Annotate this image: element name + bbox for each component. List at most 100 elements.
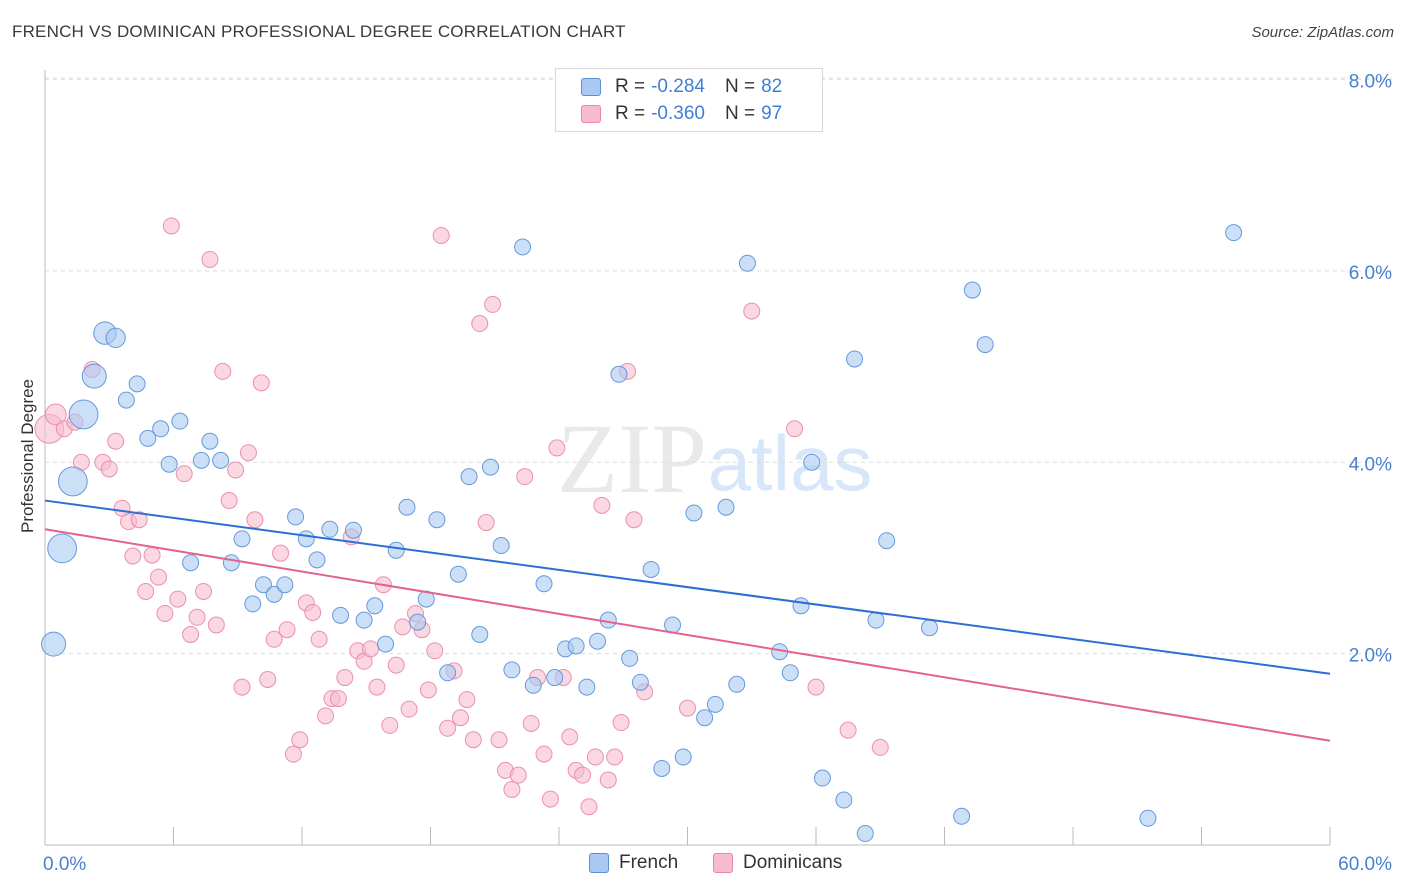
- dominican-point: [107, 432, 125, 450]
- dominican-point: [593, 496, 611, 514]
- legend-swatch-french: [589, 853, 609, 873]
- dominican-point: [124, 547, 142, 565]
- french-point: [696, 709, 714, 727]
- french-point: [674, 748, 692, 766]
- dominican-point: [535, 745, 553, 763]
- french-point: [867, 611, 885, 629]
- french-point: [921, 619, 939, 637]
- watermark-zip: ZIP: [557, 403, 707, 514]
- french-point: [846, 350, 864, 368]
- french-point: [621, 649, 639, 667]
- dominican-point: [522, 714, 540, 732]
- dominican-point: [278, 621, 296, 639]
- legend-row-french: R = -0.284 N = 82: [556, 74, 782, 100]
- french-point: [41, 631, 67, 657]
- dominican-point: [426, 642, 444, 660]
- french-point: [642, 560, 660, 578]
- french-point: [409, 613, 427, 631]
- french-point: [835, 791, 853, 809]
- french-point: [398, 498, 416, 516]
- dominican-point: [679, 699, 696, 717]
- dominican-point: [137, 582, 155, 600]
- source-label: Source: ZipAtlas.com: [1251, 24, 1394, 41]
- y-tick-label: 4.0%: [1349, 454, 1392, 475]
- dominican-point: [310, 630, 328, 648]
- french-point: [524, 676, 542, 694]
- dominican-point: [516, 468, 534, 486]
- french-point: [182, 554, 200, 572]
- dominican-point: [156, 604, 174, 622]
- dominican-point: [625, 511, 643, 529]
- dominican-point: [304, 604, 322, 621]
- dominican-point: [329, 690, 347, 708]
- french-point: [152, 420, 170, 438]
- french-point: [781, 664, 799, 682]
- dominican-point: [484, 295, 502, 313]
- dominican-point: [439, 719, 457, 737]
- french-point: [105, 327, 126, 349]
- french-point: [160, 455, 178, 473]
- dominican-point: [252, 374, 270, 392]
- dominican-point: [387, 656, 405, 674]
- legend-row-dominicans: R = -0.360 N = 97: [556, 101, 782, 127]
- dominican-point: [541, 790, 559, 808]
- dominican-point: [606, 748, 624, 766]
- series-legend-label: Dominicans: [743, 852, 843, 873]
- dominican-point: [471, 315, 489, 333]
- french-point: [192, 451, 210, 469]
- dominican-point: [580, 798, 598, 816]
- dominican-point: [175, 465, 193, 483]
- dominican-point: [839, 721, 857, 739]
- dominican-point: [743, 302, 761, 320]
- dominican-point: [194, 582, 212, 600]
- y-tick-label: 2.0%: [1349, 646, 1392, 667]
- french-point: [610, 365, 628, 383]
- french-point: [201, 432, 219, 450]
- french-point: [514, 238, 532, 256]
- french-point: [813, 769, 831, 787]
- french-point: [685, 504, 703, 522]
- legend-swatch-dominicans: [581, 105, 601, 123]
- dominican-point: [182, 626, 200, 644]
- dominican-point: [259, 670, 277, 688]
- french-point: [47, 533, 78, 564]
- dominican-point: [548, 439, 566, 457]
- x-tick-label: 60.0%: [1338, 854, 1392, 875]
- dominican-point: [291, 731, 309, 749]
- french-point: [546, 669, 564, 687]
- dominican-point: [239, 444, 257, 462]
- french-point: [308, 551, 326, 569]
- legend-swatch-french: [581, 78, 601, 96]
- series-legend-french[interactable]: French: [589, 852, 678, 874]
- french-trend-line: [44, 499, 1331, 675]
- french-point: [503, 661, 521, 679]
- french-point: [738, 254, 756, 272]
- dominican-point: [169, 590, 187, 608]
- french-point: [81, 363, 107, 389]
- french-point: [706, 695, 724, 713]
- dominican-point: [143, 546, 161, 564]
- dominican-point: [207, 616, 225, 634]
- dominican-point: [44, 403, 67, 426]
- legend-r-value: -0.284: [651, 76, 705, 97]
- dominican-point: [381, 716, 399, 734]
- dominican-point: [227, 461, 245, 479]
- french-point: [535, 575, 553, 593]
- french-point: [68, 399, 99, 430]
- series-legend-dominicans[interactable]: Dominicans: [713, 852, 842, 874]
- dominican-point: [233, 678, 251, 696]
- dominican-point: [162, 217, 180, 235]
- dominican-point: [272, 544, 290, 562]
- dominican-point: [586, 748, 604, 766]
- french-point: [449, 565, 467, 583]
- french-point: [481, 458, 499, 476]
- french-point: [428, 511, 446, 529]
- chart-title: FRENCH VS DOMINICAN PROFESSIONAL DEGREE …: [12, 22, 626, 41]
- dominican-point: [503, 781, 521, 799]
- dominican-point: [612, 714, 630, 732]
- dominican-point: [130, 511, 148, 529]
- dominican-point: [150, 568, 168, 586]
- legend-r-label: R =: [615, 76, 646, 97]
- dominican-point: [214, 362, 232, 380]
- french-point: [792, 597, 810, 615]
